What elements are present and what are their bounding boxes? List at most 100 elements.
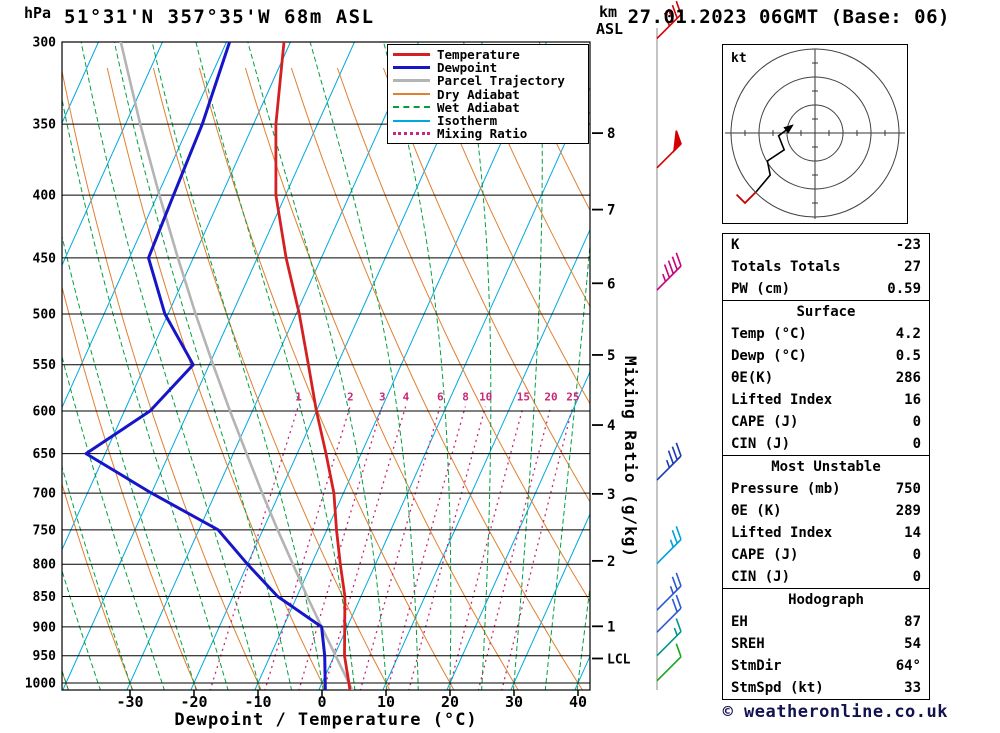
wind-barb	[656, 442, 682, 481]
wind-barb	[656, 252, 682, 291]
row-value: 14	[904, 525, 921, 541]
km-tick-label: 4	[607, 418, 615, 434]
wet-adiabat-line	[544, 238, 590, 690]
row-label: θE (K)	[731, 503, 782, 519]
pressure-tick-label: 400	[33, 189, 57, 204]
table-row--e-k-: θE (K) 289	[723, 500, 929, 522]
altitude-axis-unit-km: km	[599, 3, 618, 21]
pressure-tick-label: 600	[33, 405, 57, 420]
mixing-ratio-line	[501, 406, 574, 690]
pressure-tick-label: 350	[33, 118, 57, 133]
row-label: Totals Totals	[731, 259, 841, 275]
hodograph-panel: kt	[722, 44, 908, 224]
dry-adiabat-line	[198, 67, 455, 690]
isotherm-line-sample	[393, 119, 430, 122]
wind-barb-flag	[672, 130, 682, 154]
dewpoint-curve	[84, 42, 327, 690]
wind-barb-feather	[671, 4, 678, 19]
row-label: CIN (J)	[731, 436, 791, 452]
wind-barb-feather	[663, 264, 671, 278]
mixing-ratio-labels: 1 2 3 4 6 8 10 15 20 25	[295, 391, 579, 404]
table-row-k: K -23	[723, 234, 929, 256]
km-tick-label: 6	[607, 276, 615, 292]
wind-barb-staff	[656, 265, 682, 291]
legend-label-isotherm: Isotherm	[437, 113, 498, 129]
row-label: StmSpd (kt)	[731, 680, 824, 696]
km-tick-label: 7	[607, 203, 615, 219]
wet-adiabat-line	[383, 42, 452, 690]
mixing-ratio-label: 2	[347, 391, 354, 404]
wind-barb-feather	[675, 442, 682, 457]
wind-barb-feather	[667, 260, 675, 274]
isotherm-line	[62, 42, 355, 690]
isotherm-line	[62, 42, 163, 267]
wind-barb-feather	[675, 594, 682, 609]
table-row-dewp-c-: Dewp (°C) 0.5	[723, 345, 929, 367]
wet-adiabat-line	[576, 583, 590, 690]
row-label: PW (cm)	[731, 281, 791, 297]
legend-item-temperature: Temperature	[393, 47, 583, 62]
pressure-tick-label: 750	[33, 523, 57, 538]
wind-barb-staff	[656, 455, 682, 481]
wind-barb-half-feather	[669, 539, 675, 548]
wind-barb-feather	[671, 256, 678, 271]
isotherm-line	[62, 42, 291, 551]
isotherm-line	[254, 42, 547, 690]
dry-adiabat-line	[152, 67, 391, 690]
row-value: 64°	[895, 658, 921, 674]
table-row--e-k-: θE(K) 286	[723, 367, 929, 389]
wind-barb-column	[656, 0, 682, 690]
wind-barb-feather	[671, 446, 678, 461]
hodograph-plot: kt	[725, 48, 905, 219]
indices-table: K -23 Totals Totals 27 PW (cm) 0.59 Surface Tem…	[722, 233, 930, 700]
hodograph-unit-label: kt	[731, 51, 747, 66]
isotherm-line	[190, 42, 483, 690]
dry-adiabat-line	[290, 67, 584, 690]
wind-barb	[656, 0, 682, 40]
dewpoint-line-sample	[393, 66, 430, 70]
hodograph-ring	[786, 104, 844, 162]
table-row-lifted-index: Lifted Index 16	[723, 389, 929, 411]
row-value: 4.2	[895, 326, 921, 342]
wind-barb-feather	[675, 618, 682, 632]
isotherm-line	[382, 228, 590, 690]
pressure-axis-unit: hPa	[24, 4, 52, 22]
table-section-header: Most Unstable	[771, 459, 881, 475]
legend-item-dewpoint: Dewpoint	[393, 60, 583, 75]
isotherm-line	[62, 42, 227, 409]
wet-adiabat-line	[195, 42, 356, 690]
isotherm-line	[510, 512, 590, 690]
mixing-ratio-line	[386, 406, 466, 690]
temperature-line-sample	[393, 53, 430, 57]
table-section-header: Surface	[796, 304, 856, 320]
row-value: 286	[895, 370, 921, 386]
row-label: CAPE (J)	[731, 547, 799, 563]
wind-barb-feather	[671, 598, 678, 613]
table-row-totals-totals: Totals Totals 27	[723, 256, 929, 278]
mixing-ratio-line	[477, 406, 552, 690]
table-row-cape-j-: CAPE (J) 0	[723, 411, 929, 433]
wind-barb-feather	[675, 643, 682, 658]
dry-adiabats	[0, 67, 590, 691]
page-title: 51°31'N 357°35'W 68m ASL	[64, 6, 375, 28]
temperature-tick-label: 30	[505, 693, 523, 711]
table-row-cape-j-: CAPE (J) 0	[723, 544, 929, 566]
dry-adiabat-line	[336, 67, 590, 603]
legend-label-mixing-ratio: Mixing Ratio	[437, 126, 528, 142]
pressure-tick-label: 650	[33, 447, 57, 462]
wet-adiabat-line	[113, 42, 293, 690]
row-value: 87	[904, 614, 921, 630]
profile-curves	[84, 42, 354, 690]
mixing-ratio-label: 15	[517, 391, 530, 404]
row-label: Temp (°C)	[731, 326, 807, 342]
legend-item-wet-adiabat: Wet Adiabat	[393, 100, 583, 115]
temperature-tick-label: -30	[116, 693, 143, 711]
mixing-ratio-label: 6	[437, 391, 444, 404]
mixing-ratio-line	[408, 406, 487, 690]
wind-barb-feather	[675, 572, 682, 587]
wet-adiabat-line	[62, 234, 197, 690]
mixing-ratio-label: 25	[566, 391, 579, 404]
mixing-ratio-line	[264, 406, 351, 690]
dry-adiabat-line	[0, 68, 5, 691]
